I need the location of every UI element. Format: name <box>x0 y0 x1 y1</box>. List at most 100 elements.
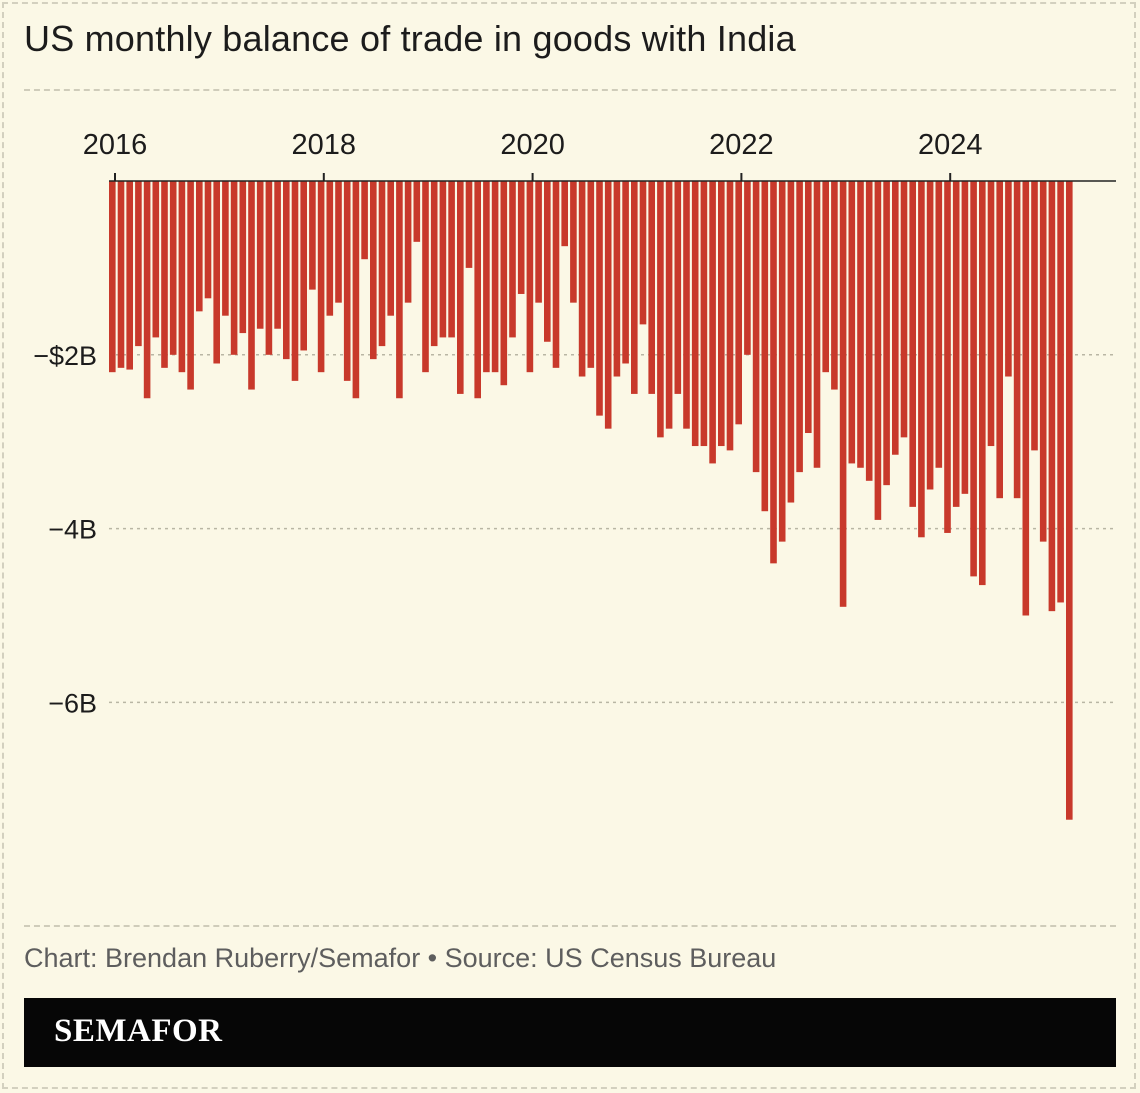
bar <box>448 181 455 338</box>
bar <box>1005 181 1012 377</box>
bar <box>883 181 890 486</box>
bar <box>874 181 882 520</box>
bar <box>126 181 133 370</box>
x-tick-label: 2024 <box>918 129 983 161</box>
bar <box>839 181 847 607</box>
bottom-divider <box>24 925 1116 927</box>
bar <box>1066 181 1073 820</box>
bar <box>483 181 490 373</box>
bar <box>387 181 394 316</box>
bar <box>283 181 290 360</box>
bar <box>430 181 438 347</box>
bar <box>770 181 777 564</box>
bar <box>535 181 542 303</box>
bar <box>1022 181 1030 616</box>
bar <box>778 181 786 542</box>
bar <box>805 181 812 434</box>
bar <box>552 181 560 368</box>
bar <box>265 181 273 355</box>
bar <box>952 181 960 507</box>
bar <box>596 181 603 416</box>
bar <box>474 181 481 399</box>
bar <box>404 181 412 303</box>
bar <box>822 181 829 373</box>
bar <box>561 181 568 247</box>
bar <box>587 181 595 368</box>
bar <box>892 181 899 455</box>
bar <box>691 181 699 447</box>
bar <box>700 181 708 447</box>
bar <box>979 181 986 586</box>
bar <box>787 181 795 503</box>
bar <box>726 181 734 451</box>
y-tick-label: −4B <box>48 515 97 545</box>
chart-title: US monthly balance of trade in goods wit… <box>24 18 796 59</box>
x-tick-label: 2018 <box>292 129 357 161</box>
bar <box>578 181 586 377</box>
bar <box>735 181 742 425</box>
bar <box>152 181 160 338</box>
x-tick-label: 2022 <box>709 129 774 161</box>
bar <box>413 181 421 242</box>
bar <box>683 181 690 429</box>
bar <box>335 181 342 303</box>
bar <box>526 181 534 373</box>
bar <box>256 181 264 329</box>
bar <box>204 181 212 299</box>
bar <box>213 181 220 364</box>
bar <box>248 181 255 390</box>
bar <box>918 181 925 538</box>
bar <box>422 181 429 373</box>
bar <box>143 181 151 399</box>
bar <box>509 181 516 338</box>
bar <box>961 181 969 494</box>
bars <box>109 181 1073 820</box>
bar <box>457 181 464 394</box>
bar <box>544 181 551 342</box>
bar <box>865 181 873 481</box>
bar <box>187 181 194 390</box>
bar <box>370 181 377 360</box>
bar <box>718 181 725 447</box>
bar <box>935 181 943 468</box>
bar <box>500 181 508 386</box>
semafor-logo: SEMAFOR <box>54 1013 223 1049</box>
bar <box>1048 181 1056 612</box>
x-axis: 2016 2018 2020 2022 2024 <box>83 129 1116 182</box>
bar <box>752 181 760 473</box>
bar <box>604 181 612 429</box>
bar <box>674 181 682 394</box>
bar <box>570 181 577 303</box>
bar <box>796 181 803 473</box>
bar <box>1013 181 1021 499</box>
bar <box>831 181 838 390</box>
bar <box>944 181 951 533</box>
bar <box>196 181 203 312</box>
x-tick-label: 2016 <box>83 129 148 161</box>
bar <box>970 181 977 577</box>
bar <box>239 181 247 334</box>
bar <box>709 181 716 464</box>
bar <box>291 181 299 381</box>
bar <box>378 181 386 347</box>
bar <box>300 181 307 351</box>
bar <box>491 181 499 373</box>
chart-credit: Chart: Brendan Ruberry/Semafor • Source:… <box>24 943 777 973</box>
bar <box>439 181 447 338</box>
bar <box>317 181 325 373</box>
bar <box>744 181 751 355</box>
bar <box>326 181 334 316</box>
bar <box>396 181 403 399</box>
bar <box>613 181 621 377</box>
bar <box>178 181 186 373</box>
bar <box>230 181 238 355</box>
y-tick-label: −$2B <box>33 341 97 371</box>
bar <box>135 181 142 347</box>
bar <box>343 181 351 381</box>
x-tick-label: 2020 <box>500 129 565 161</box>
bar <box>987 181 995 447</box>
bar <box>657 181 664 438</box>
bar <box>622 181 629 364</box>
bar <box>1031 181 1038 451</box>
